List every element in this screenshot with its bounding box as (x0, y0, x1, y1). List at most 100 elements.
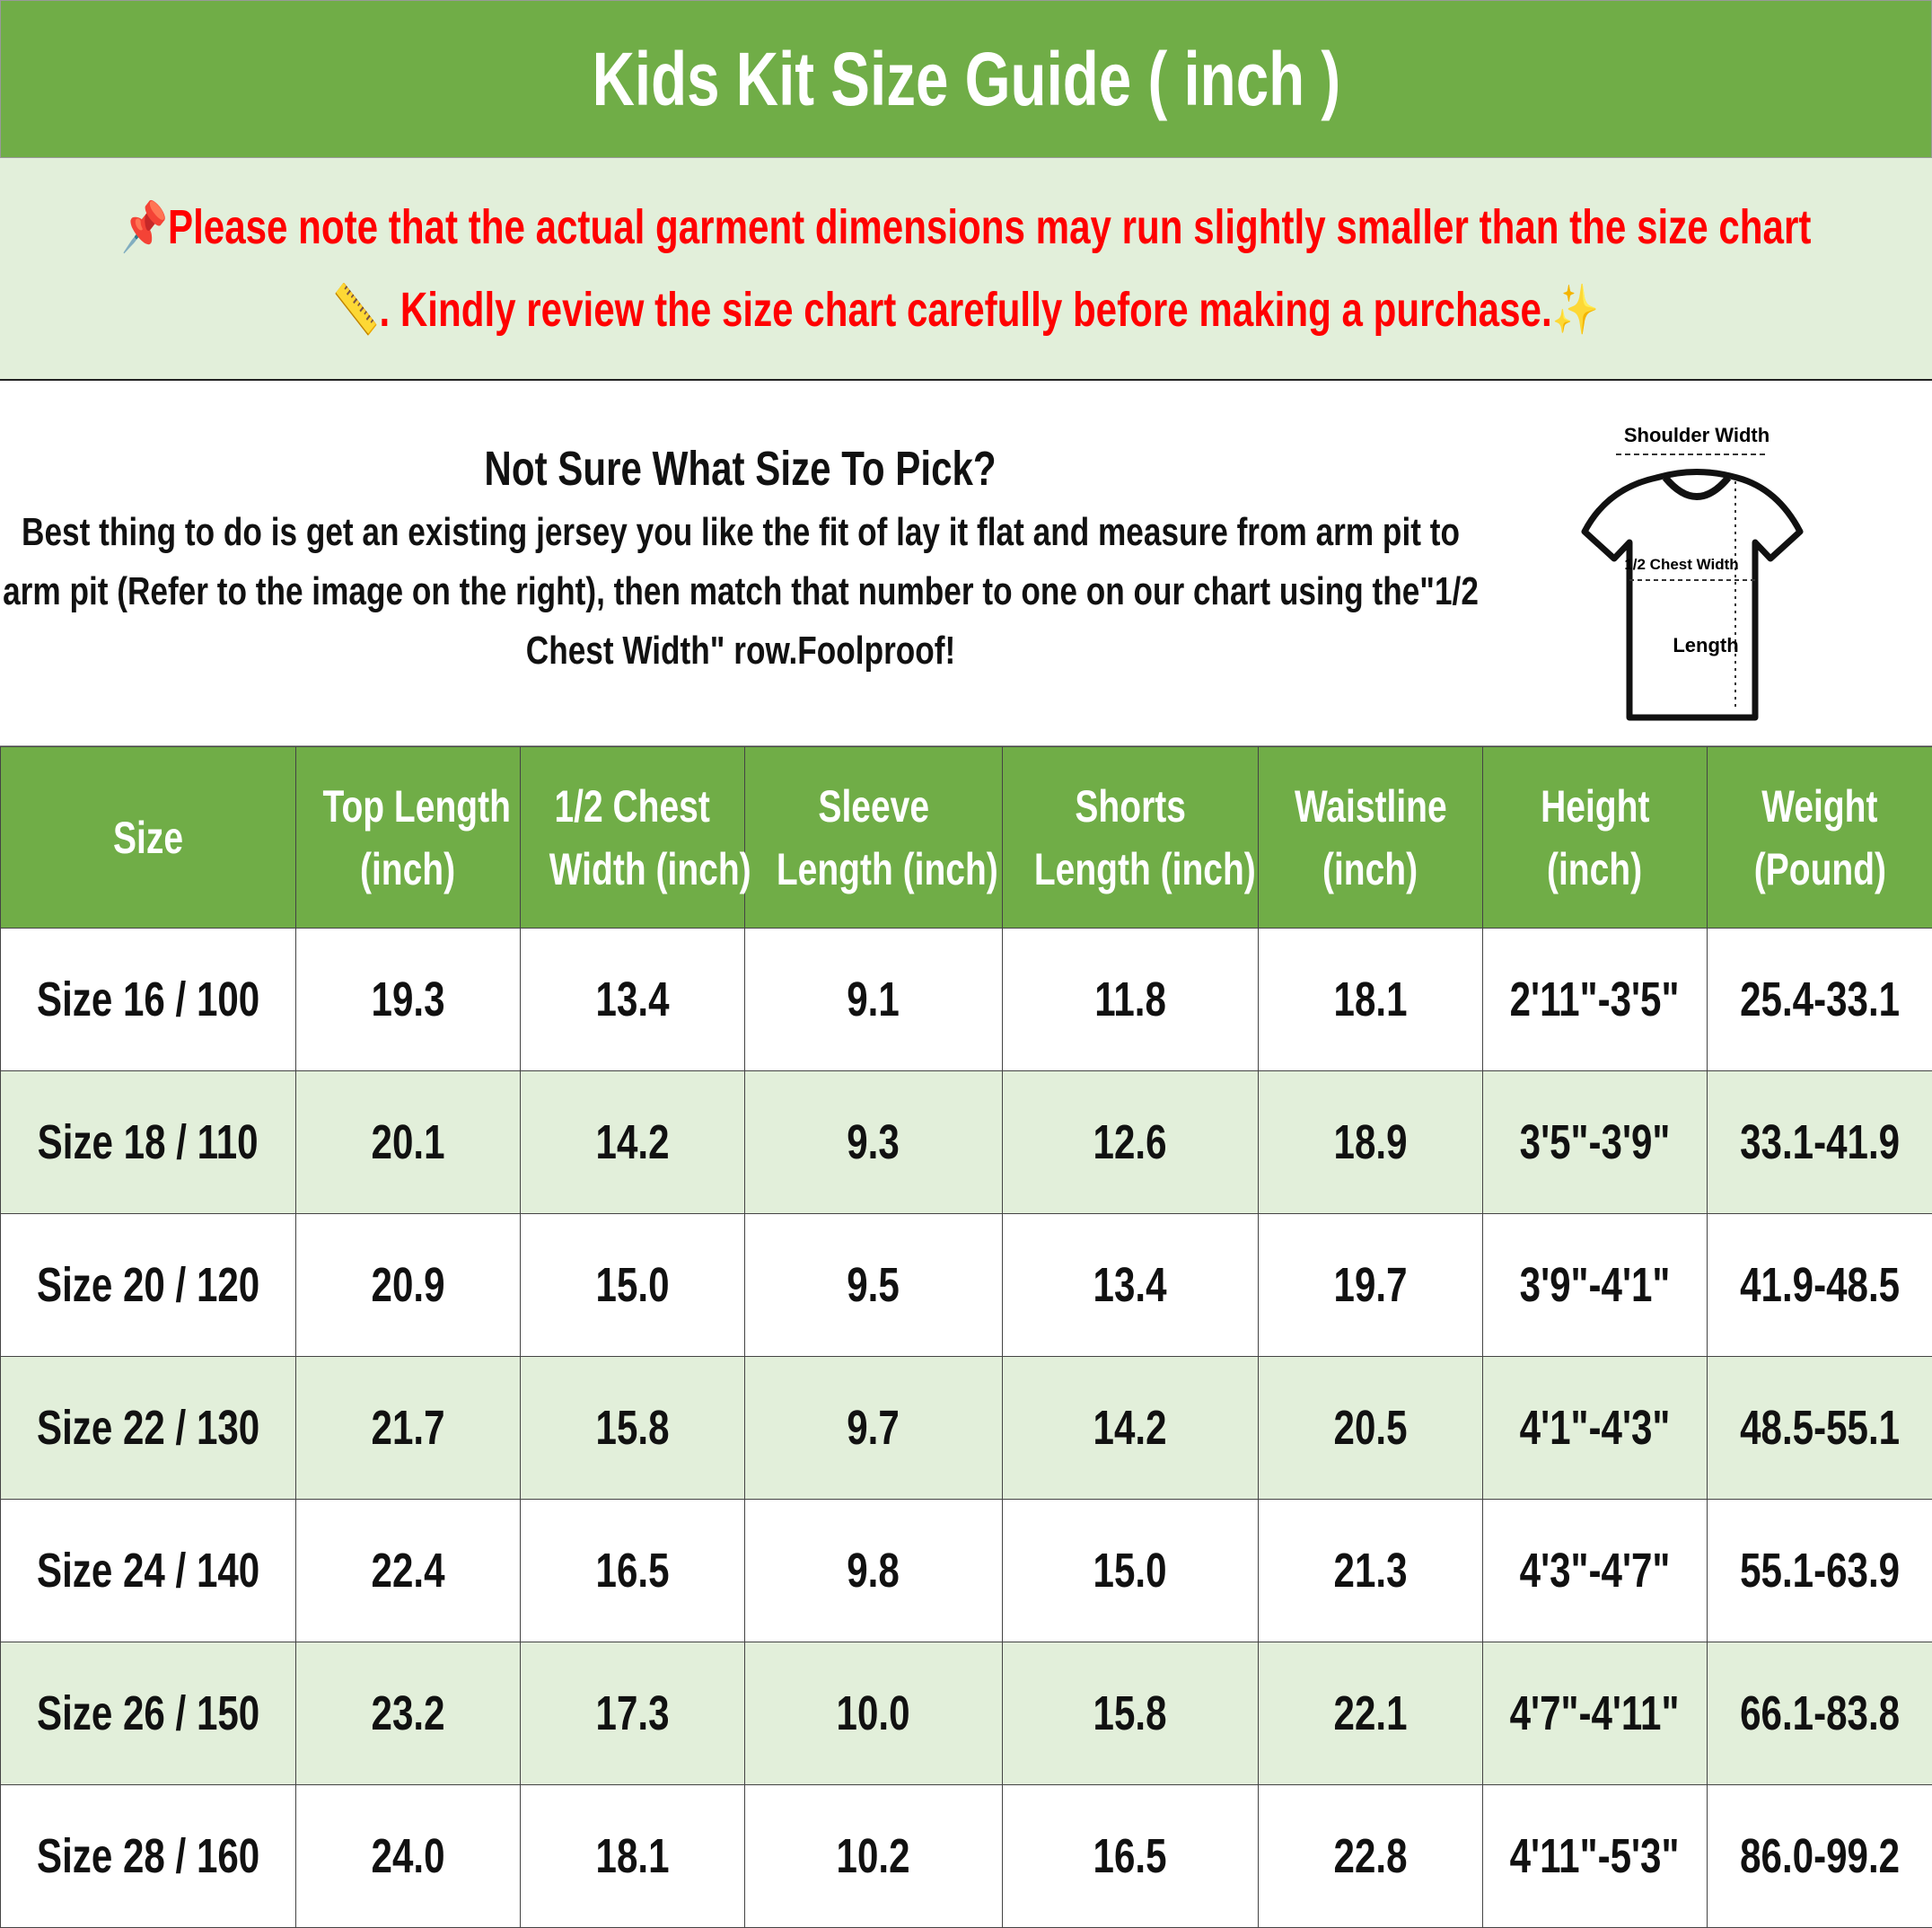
table-cell: 16.5 (520, 1499, 745, 1642)
cell-value: 18.9 (1333, 1115, 1408, 1169)
table-cell: Size 22 / 130 (0, 1356, 296, 1500)
cell-value: 16.5 (595, 1544, 670, 1598)
table-cell: 21.7 (295, 1356, 521, 1500)
table-header-row: Size Top Length (inch) 1/2 Chest Width (inch… (0, 746, 1932, 929)
cell-value: 55.1-63.9 (1740, 1544, 1900, 1598)
table-cell: 9.7 (744, 1356, 1003, 1500)
cell-value: 18.1 (595, 1829, 670, 1883)
page-title: Kids Kit Size Guide ( inch ) (0, 0, 1932, 158)
cell-value: Size 24 / 140 (36, 1544, 260, 1598)
table-cell: 22.8 (1258, 1784, 1483, 1928)
table-cell: 3'9"-4'1" (1482, 1213, 1708, 1357)
size-help-section: Not Sure What Size To Pick? Best thing t… (0, 381, 1932, 746)
table-cell: 9.5 (744, 1213, 1003, 1357)
table-cell: 21.3 (1258, 1499, 1483, 1642)
column-header: Shorts Length (inch) (1002, 746, 1259, 929)
cell-value: 12.6 (1093, 1115, 1167, 1169)
table-cell: 15.8 (1002, 1642, 1259, 1785)
table-cell: 41.9-48.5 (1707, 1213, 1932, 1357)
cell-value: 10.2 (836, 1829, 910, 1883)
chest-width-label: 1/2 Chest Width (1624, 556, 1738, 573)
column-header-text: (inch) (360, 843, 456, 894)
table-cell: 23.2 (295, 1642, 521, 1785)
table-cell: 9.3 (744, 1070, 1003, 1214)
table-cell: 9.8 (744, 1499, 1003, 1642)
column-header: Top Length (inch) (295, 746, 521, 929)
cell-value: Size 20 / 120 (36, 1258, 260, 1312)
cell-value: Size 28 / 160 (36, 1829, 260, 1883)
column-header-text: Weight (1761, 780, 1878, 832)
table-cell: 24.0 (295, 1784, 521, 1928)
cell-value: 14.2 (1093, 1401, 1167, 1455)
cell-value: 25.4-33.1 (1740, 973, 1900, 1026)
table-cell: 15.0 (1002, 1499, 1259, 1642)
column-header-text: Height (1540, 780, 1650, 832)
table-cell: 10.0 (744, 1642, 1003, 1785)
size-table: Size Top Length (inch) 1/2 Chest Width (inch… (0, 746, 1932, 1928)
table-cell: 33.1-41.9 (1707, 1070, 1932, 1214)
cell-value: 20.1 (371, 1115, 445, 1169)
cell-value: 11.8 (1094, 973, 1166, 1026)
table-cell: Size 16 / 100 (0, 928, 296, 1071)
column-header-text: Size (112, 812, 184, 863)
table-row: Size 20 / 120 20.9 15.0 9.5 13.4 19.7 3'9"-4'1… (0, 1213, 1932, 1357)
cell-value: 19.3 (371, 973, 445, 1026)
cell-value: 86.0-99.2 (1740, 1829, 1900, 1883)
table-row: Size 18 / 110 20.1 14.2 9.3 12.6 18.9 3'5"-3'9… (0, 1070, 1932, 1214)
cell-value: 3'9"-4'1" (1519, 1258, 1671, 1312)
column-header-text: Length (inch) (1033, 843, 1256, 894)
cell-value: Size 22 / 130 (36, 1401, 260, 1455)
cell-value: Size 26 / 150 (36, 1686, 260, 1740)
table-cell: 4'1"-4'3" (1482, 1356, 1708, 1500)
table-cell: 13.4 (1002, 1213, 1259, 1357)
cell-value: 21.3 (1333, 1544, 1408, 1598)
table-cell: 19.7 (1258, 1213, 1483, 1357)
column-header-text: Waistline (1294, 780, 1447, 832)
table-cell: 3'5"-3'9" (1482, 1070, 1708, 1214)
cell-value: Size 16 / 100 (36, 973, 260, 1026)
cell-value: 10.0 (836, 1686, 910, 1740)
table-cell: 48.5-55.1 (1707, 1356, 1932, 1500)
cell-value: 9.8 (847, 1544, 900, 1598)
column-header-text: Sleeve (818, 780, 929, 832)
cell-value: 15.8 (595, 1401, 670, 1455)
table-cell: Size 24 / 140 (0, 1499, 296, 1642)
cell-value: 4'3"-4'7" (1519, 1544, 1671, 1598)
cell-value: 4'1"-4'3" (1519, 1401, 1671, 1455)
length-label: Length (1673, 634, 1738, 656)
table-cell: 18.9 (1258, 1070, 1483, 1214)
table-cell: 19.3 (295, 928, 521, 1071)
cell-value: 16.5 (1093, 1829, 1167, 1883)
help-body: Best thing to do is get an existing jers… (3, 510, 1479, 673)
column-header-text: 1/2 Chest (554, 780, 711, 832)
table-cell: 10.2 (744, 1784, 1003, 1928)
notice-line-1: Please note that the actual garment dime… (168, 200, 1812, 254)
column-header-text: (inch) (1547, 843, 1643, 894)
tshirt-outline (1581, 469, 1804, 721)
table-cell: 20.5 (1258, 1356, 1483, 1500)
table-cell: 4'11"-5'3" (1482, 1784, 1708, 1928)
table-cell: 18.1 (1258, 928, 1483, 1071)
cell-value: 33.1-41.9 (1740, 1115, 1900, 1169)
column-header-text: (Pound) (1753, 843, 1886, 894)
cell-value: 24.0 (371, 1829, 445, 1883)
cell-value: 9.7 (847, 1401, 900, 1455)
table-cell: 20.1 (295, 1070, 521, 1214)
cell-value: 21.7 (371, 1401, 445, 1455)
table-cell: 15.8 (520, 1356, 745, 1500)
table-cell: Size 26 / 150 (0, 1642, 296, 1785)
column-header: 1/2 Chest Width (inch) (520, 746, 751, 929)
cell-value: 66.1-83.8 (1740, 1686, 1900, 1740)
table-row: Size 28 / 160 24.0 18.1 10.2 16.5 22.8 4'11"-5… (0, 1784, 1932, 1928)
cell-value: 22.1 (1333, 1686, 1408, 1740)
column-header: Height (inch) (1482, 746, 1708, 929)
table-cell: 17.3 (520, 1642, 745, 1785)
column-header: Size (0, 746, 296, 929)
cell-value: 17.3 (595, 1686, 670, 1740)
cell-value: 22.8 (1333, 1829, 1408, 1883)
column-header-text: Top Length (322, 780, 511, 832)
table-cell: 20.9 (295, 1213, 521, 1357)
cell-value: 9.5 (847, 1258, 900, 1312)
cell-value: 9.1 (847, 973, 900, 1026)
cell-value: 22.4 (371, 1544, 445, 1598)
